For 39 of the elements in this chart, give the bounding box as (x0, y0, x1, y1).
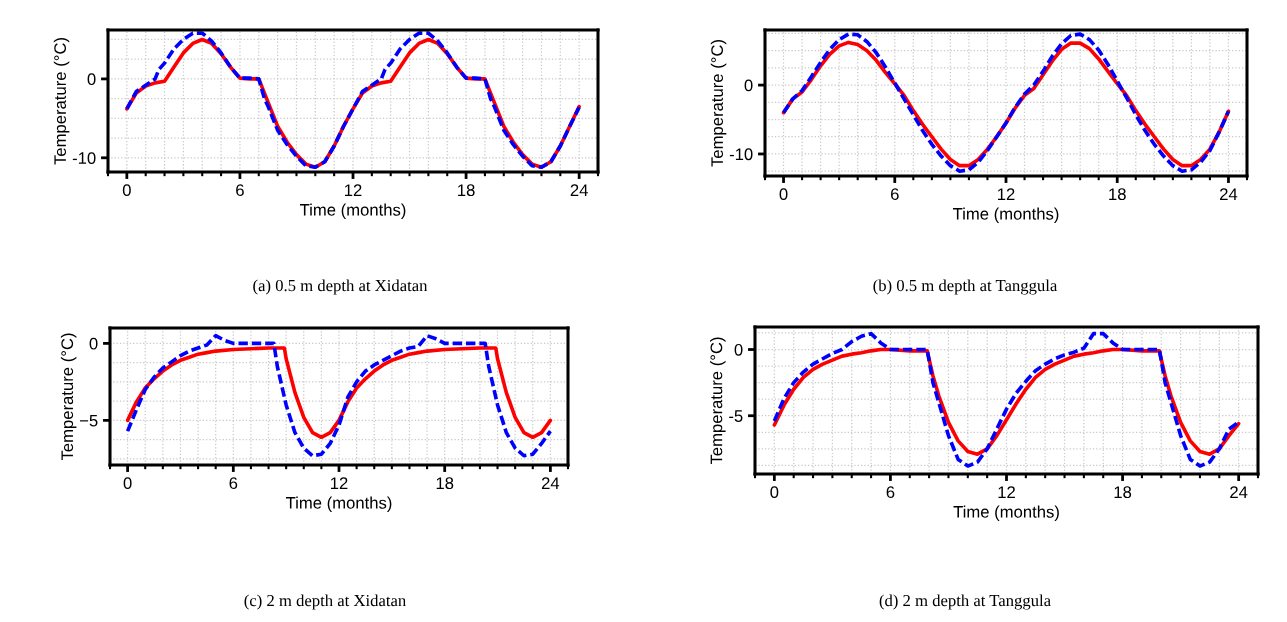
x-tick-label: 12 (998, 486, 1015, 498)
x-tick-label: 24 (1220, 188, 1238, 200)
x-tick-label: 0 (779, 188, 788, 201)
x-tick-label: 0 (123, 477, 132, 490)
x-tick-label: 6 (229, 477, 238, 490)
y-tick-label: 0 (734, 343, 743, 356)
x-tick-label: 18 (1114, 486, 1132, 499)
y-axis-title: Temperature (°C) (710, 337, 726, 465)
x-axis-title: Time (months) (299, 203, 406, 220)
y-tick-label: -10 (72, 152, 96, 164)
x-axis-title: Time (months) (952, 207, 1059, 224)
y-tick-label: −5 (80, 414, 98, 427)
y-axis-title: Temperature (°C) (53, 38, 70, 165)
x-tick-label: 6 (236, 184, 244, 197)
y-tick-label: -10 (729, 148, 753, 161)
y-tick-label: 0 (89, 337, 98, 350)
y-axis-title: Temperature (°C) (710, 40, 727, 167)
x-tick-label: 18 (458, 184, 475, 197)
x-tick-label: 0 (770, 486, 779, 499)
x-tick-label: 18 (1109, 188, 1126, 201)
x-tick-label: 0 (122, 184, 131, 197)
x-tick-label: 24 (570, 184, 588, 196)
y-axis-title: Temperature (°C) (60, 333, 77, 461)
x-tick-label: 6 (890, 188, 899, 201)
text: (d) 2 m depth at Tanggula (879, 594, 1051, 610)
y-tick-label: -5 (729, 410, 743, 422)
text: (c) 2 m depth at Xidatan (244, 594, 406, 610)
x-tick-label: 24 (541, 477, 560, 489)
x-tick-label: 12 (331, 477, 348, 489)
text: (a) 0.5 m depth at Xidatan (253, 279, 428, 295)
x-tick-label: 6 (886, 486, 895, 499)
x-axis-title: Time (months) (953, 505, 1059, 522)
x-tick-label: 12 (345, 184, 362, 196)
x-tick-label: 18 (436, 477, 454, 490)
x-axis-title: Time (months) (285, 496, 392, 513)
y-tick-label: 0 (87, 73, 96, 86)
text: (b) 0.5 m depth at Tanggula (873, 279, 1058, 295)
x-tick-label: 12 (998, 188, 1015, 200)
x-tick-label: 24 (1230, 486, 1248, 498)
